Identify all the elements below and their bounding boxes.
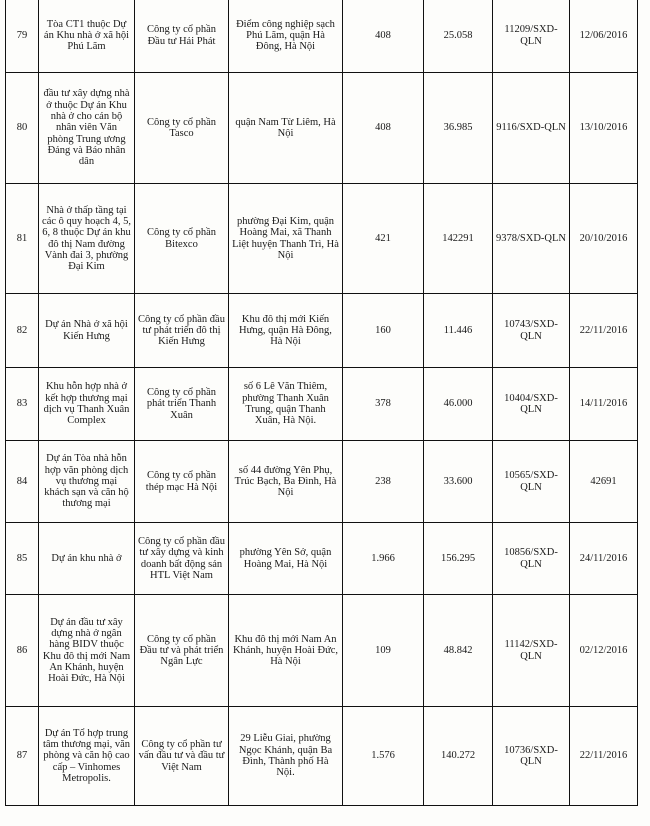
project-location: Khu đô thị mới Nam An Khánh, huyện Hoài … — [228, 594, 343, 707]
project-name: Dự án khu nhà ở — [38, 522, 135, 595]
investor-company: Công ty cổ phần Tasco — [134, 72, 229, 184]
decision-date: 12/06/2016 — [569, 0, 638, 73]
investor-company: Công ty cổ phần Đầu tư và phát triển Ngâ… — [134, 594, 229, 707]
investor-company: Công ty cổ phần Bitexco — [134, 183, 229, 294]
table-row: 82 Dự án Nhà ở xã hội Kiến Hưng Công ty cổ… — [5, 293, 638, 368]
decision-date: 22/11/2016 — [569, 293, 638, 368]
decision-date: 02/12/2016 — [569, 594, 638, 707]
floor-area: 36.985 — [423, 72, 493, 184]
floor-area: 46.000 — [423, 367, 493, 441]
investor-company: Công ty cổ phần tư vấn đầu tư và đầu tư … — [134, 706, 229, 806]
decision-number: 10736/SXD-QLN — [492, 706, 570, 806]
investor-company: Công ty cổ phần thép mạc Hà Nội — [134, 440, 229, 523]
project-name: Tòa CT1 thuộc Dự án Khu nhà ở xã hội Phú… — [38, 0, 135, 73]
floor-area: 140.272 — [423, 706, 493, 806]
project-location: phường Yên Sở, quận Hoàng Mai, Hà Nội — [228, 522, 343, 595]
project-name: Nhà ở thấp tầng tại các ô quy hoạch 4, 5… — [38, 183, 135, 294]
project-location: 29 Liễu Giai, phường Ngọc Khánh, quận Ba… — [228, 706, 343, 806]
project-name: Dự án Nhà ở xã hội Kiến Hưng — [38, 293, 135, 368]
decision-date: 24/11/2016 — [569, 522, 638, 595]
decision-number: 9116/SXD-QLN — [492, 72, 570, 184]
unit-count: 408 — [342, 0, 424, 73]
decision-date: 42691 — [569, 440, 638, 523]
project-location: số 6 Lê Văn Thiêm, phường Thanh Xuân Tru… — [228, 367, 343, 441]
row-number: 82 — [5, 293, 39, 368]
housing-projects-table: 79 Tòa CT1 thuộc Dự án Khu nhà ở xã hội P… — [5, 0, 638, 806]
project-location: số 44 đường Yên Phụ, Trúc Bạch, Ba Đình,… — [228, 440, 343, 523]
row-number: 85 — [5, 522, 39, 595]
row-number: 81 — [5, 183, 39, 294]
row-number: 79 — [5, 0, 39, 73]
project-name: Dự án Tổ hợp trung tâm thương mại, văn p… — [38, 706, 135, 806]
decision-date: 13/10/2016 — [569, 72, 638, 184]
unit-count: 408 — [342, 72, 424, 184]
unit-count: 1.576 — [342, 706, 424, 806]
row-number: 86 — [5, 594, 39, 707]
project-name: Khu hỗn hợp nhà ở kết hợp thương mại dịc… — [38, 367, 135, 441]
decision-number: 10404/SXD-QLN — [492, 367, 570, 441]
decision-number: 10565/SXD-QLN — [492, 440, 570, 523]
table-row: 81 Nhà ở thấp tầng tại các ô quy hoạch 4,… — [5, 183, 638, 294]
investor-company: Công ty cổ phần Đầu tư Hải Phát — [134, 0, 229, 73]
table-row: 83 Khu hỗn hợp nhà ở kết hợp thương mại d… — [5, 367, 638, 441]
floor-area: 33.600 — [423, 440, 493, 523]
unit-count: 378 — [342, 367, 424, 441]
unit-count: 160 — [342, 293, 424, 368]
table-row: 80 đầu tư xây dựng nhà ở thuộc Dự án Khu … — [5, 72, 638, 184]
project-location: Khu đô thị mới Kiến Hưng, quận Hà Đông, … — [228, 293, 343, 368]
unit-count: 238 — [342, 440, 424, 523]
decision-number: 10856/SXD-QLN — [492, 522, 570, 595]
decision-number: 11209/SXD-QLN — [492, 0, 570, 73]
project-name: đầu tư xây dựng nhà ở thuộc Dự án Khu nh… — [38, 72, 135, 184]
investor-company: Công ty cổ phần đầu tư phát triển đô thị… — [134, 293, 229, 368]
decision-date: 20/10/2016 — [569, 183, 638, 294]
decision-number: 10743/SXD-QLN — [492, 293, 570, 368]
project-name: Dự án Tòa nhà hỗn hợp văn phòng dịch vụ … — [38, 440, 135, 523]
floor-area: 142291 — [423, 183, 493, 294]
table-row: 87 Dự án Tổ hợp trung tâm thương mại, văn… — [5, 706, 638, 806]
investor-company: Công ty cổ phần phát triển Thanh Xuân — [134, 367, 229, 441]
project-name: Dự án đầu tư xây dựng nhà ở ngân hàng BI… — [38, 594, 135, 707]
project-location: quận Nam Từ Liêm, Hà Nội — [228, 72, 343, 184]
unit-count: 109 — [342, 594, 424, 707]
table-row: 79 Tòa CT1 thuộc Dự án Khu nhà ở xã hội P… — [5, 0, 638, 73]
row-number: 80 — [5, 72, 39, 184]
project-location: phường Đại Kim, quận Hoàng Mai, xã Thanh… — [228, 183, 343, 294]
decision-date: 14/11/2016 — [569, 367, 638, 441]
project-location: Điểm công nghiệp sạch Phú Lãm, quận Hà Đ… — [228, 0, 343, 73]
investor-company: Công ty cổ phần đầu tư xây dựng và kinh … — [134, 522, 229, 595]
decision-number: 9378/SXD-QLN — [492, 183, 570, 294]
unit-count: 1.966 — [342, 522, 424, 595]
table-row: 86 Dự án đầu tư xây dựng nhà ở ngân hàng … — [5, 594, 638, 707]
decision-number: 11142/SXD-QLN — [492, 594, 570, 707]
table-row: 84 Dự án Tòa nhà hỗn hợp văn phòng dịch v… — [5, 440, 638, 523]
decision-date: 22/11/2016 — [569, 706, 638, 806]
floor-area: 156.295 — [423, 522, 493, 595]
row-number: 87 — [5, 706, 39, 806]
floor-area: 25.058 — [423, 0, 493, 73]
table-row: 85 Dự án khu nhà ở Công ty cổ phần đầu tư … — [5, 522, 638, 595]
floor-area: 11.446 — [423, 293, 493, 368]
row-number: 84 — [5, 440, 39, 523]
floor-area: 48.842 — [423, 594, 493, 707]
unit-count: 421 — [342, 183, 424, 294]
row-number: 83 — [5, 367, 39, 441]
